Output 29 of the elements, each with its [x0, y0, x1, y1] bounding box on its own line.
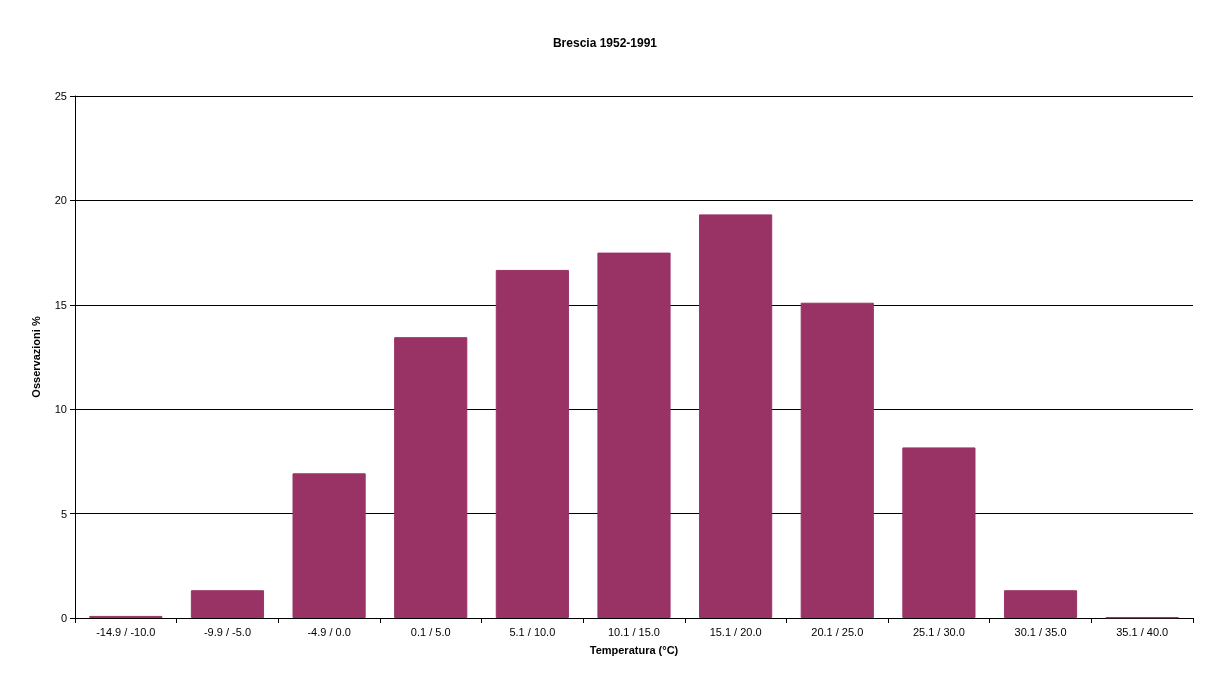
x-tick-label: 15.1 / 20.0 [709, 625, 762, 638]
y-tick-label: 15 [54, 298, 67, 311]
x-tick-label: 0.1 / 5.0 [410, 625, 451, 638]
x-tick-label: 25.1 / 30.0 [912, 625, 965, 638]
x-tick-label: -14.9 / -10.0 [96, 625, 156, 638]
bar [394, 337, 468, 618]
y-tick-label: 10 [54, 403, 67, 416]
x-tick-label: 20.1 / 25.0 [811, 625, 864, 638]
bar [699, 214, 773, 618]
bar [902, 447, 976, 618]
x-tick-label: -9.9 / -5.0 [203, 625, 251, 638]
x-tick-label: 10.1 / 15.0 [608, 625, 660, 638]
bar [597, 252, 671, 618]
y-tick-label: 5 [60, 507, 67, 520]
x-tick-label: -4.9 / 0.0 [307, 625, 351, 638]
chart-title: Brescia 1952-1991 [552, 36, 658, 50]
bar [190, 590, 265, 618]
x-axis-title: Temperatura (°C) [589, 643, 679, 656]
y-axis-title: Osservazioni % [29, 316, 42, 398]
y-tick-label: 0 [60, 612, 67, 624]
bar [495, 269, 569, 618]
x-tick-label: 5.1 / 10.0 [509, 625, 556, 638]
y-tick-label: 25 [54, 90, 67, 102]
x-tick-label: 35.1 / 40.0 [1116, 625, 1169, 638]
bar [800, 302, 874, 618]
x-tick-label: 30.1 / 35.0 [1014, 625, 1067, 638]
y-tick-label: 20 [54, 194, 67, 207]
bar [1003, 590, 1078, 618]
bar [292, 473, 366, 618]
